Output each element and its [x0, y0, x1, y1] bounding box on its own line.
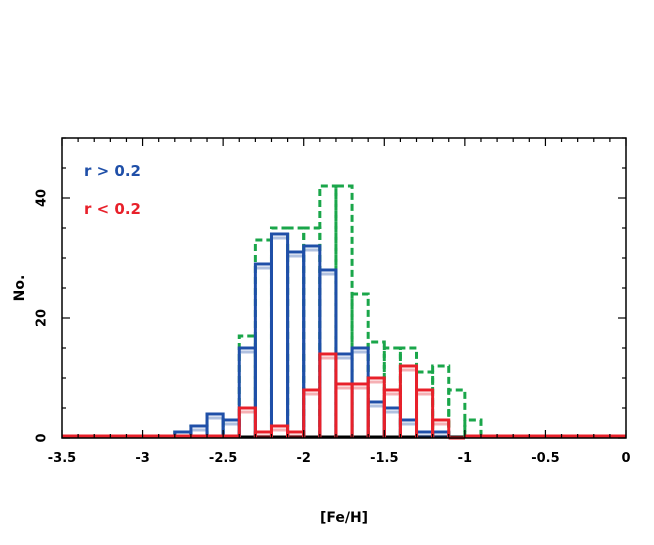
bar: [382, 388, 402, 438]
bar: [237, 346, 257, 438]
bar: [415, 370, 435, 438]
bar: [334, 382, 354, 438]
x-axis-title: [Fe/H]: [320, 510, 368, 526]
bar: [334, 184, 354, 438]
x-tick-label: -1: [458, 451, 472, 466]
series-2: [62, 352, 626, 440]
bar: [286, 250, 306, 438]
x-tick-label: -3.5: [48, 451, 76, 466]
bar: [269, 226, 290, 438]
bar: [398, 364, 419, 438]
bar: [302, 244, 322, 438]
plot-frame: [61, 137, 627, 439]
x-tick-label: -2: [296, 451, 310, 466]
bar: [253, 262, 273, 438]
x-tick-label: -2.5: [209, 451, 237, 466]
bar: [350, 382, 370, 438]
y-tick-label: 40: [35, 189, 50, 207]
y-axis-title: No.: [12, 275, 28, 302]
y-tick-label: 0: [35, 433, 50, 442]
legend-label-r-lt: r < 0.2: [84, 200, 141, 218]
series-0: [173, 184, 483, 438]
bar: [350, 292, 370, 438]
bar: [350, 346, 370, 438]
bar: [302, 226, 322, 438]
bar: [366, 376, 386, 438]
x-tick-label: -1.5: [370, 451, 398, 466]
bar: [463, 418, 483, 438]
plot-layer: [62, 184, 626, 440]
legend: r > 0.2 r < 0.2: [84, 162, 141, 218]
bar: [447, 388, 467, 438]
bar: [431, 418, 451, 438]
x-tick-label: 0: [621, 451, 630, 466]
bar: [334, 352, 354, 438]
legend-label-r-gt: r > 0.2: [84, 162, 141, 180]
bar: [269, 232, 290, 438]
bar: [318, 184, 338, 438]
axis-ticks: [61, 137, 627, 439]
bar: [286, 226, 306, 438]
y-tick-label: 20: [35, 309, 50, 327]
x-tick-label: -3: [135, 451, 149, 466]
bar: [415, 388, 435, 438]
bar: [431, 364, 451, 438]
bar: [237, 406, 257, 438]
bar: [318, 352, 338, 438]
bar: [366, 340, 386, 438]
bar: [253, 238, 273, 438]
bar: [302, 388, 322, 438]
x-tick-label: -0.5: [531, 451, 559, 466]
axis-labels: -3.5 -3 -2.5 -2 -1.5 -1 -0.5 0 0 20 40: [35, 189, 631, 466]
